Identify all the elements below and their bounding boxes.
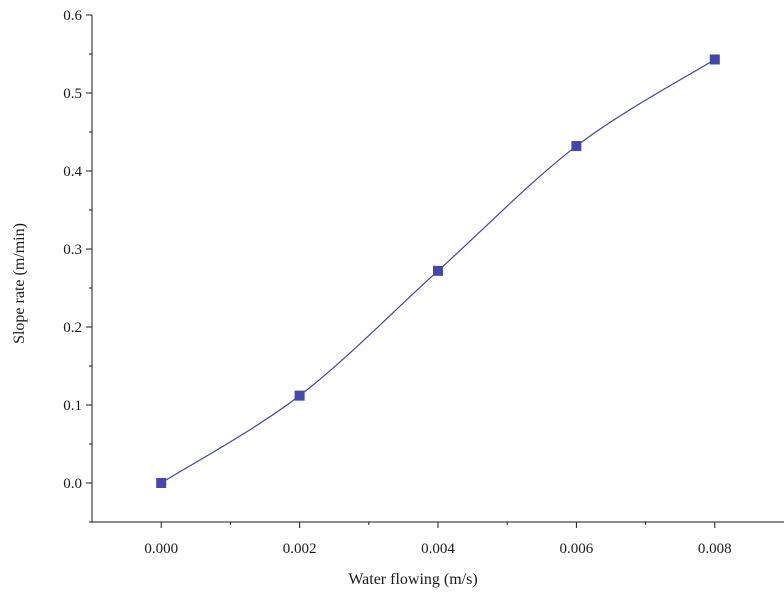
x-axis-title: Water flowing (m/s)	[348, 571, 477, 588]
x-tick-label: 0.000	[144, 541, 178, 557]
y-axis-title: Slope rate (m/min)	[11, 223, 28, 344]
y-tick-label: 0.0	[63, 476, 82, 492]
data-point	[571, 141, 582, 152]
y-tick-label: 0.1	[63, 398, 82, 414]
y-tick-label: 0.3	[63, 242, 82, 258]
data-point	[294, 390, 305, 401]
tick-labels: 0.0 0.1 0.2 0.3 0.4 0.5 0.6 0.000 0.002 0.004 0.00…	[63, 8, 731, 557]
y-tick-label: 0.2	[63, 320, 82, 336]
x-tick-label: 0.002	[283, 541, 317, 557]
tick-marks	[86, 14, 716, 528]
y-tick-label: 0.5	[63, 86, 82, 102]
x-tick-label: 0.006	[560, 541, 594, 557]
data-point	[709, 54, 720, 65]
x-tick-label: 0.008	[698, 541, 732, 557]
y-tick-label: 0.4	[63, 164, 82, 180]
x-tick-label: 0.004	[421, 541, 455, 557]
data-point	[433, 265, 443, 276]
y-tick-label: 0.6	[63, 8, 82, 24]
data-markers	[156, 54, 720, 488]
data-point	[156, 478, 167, 488]
